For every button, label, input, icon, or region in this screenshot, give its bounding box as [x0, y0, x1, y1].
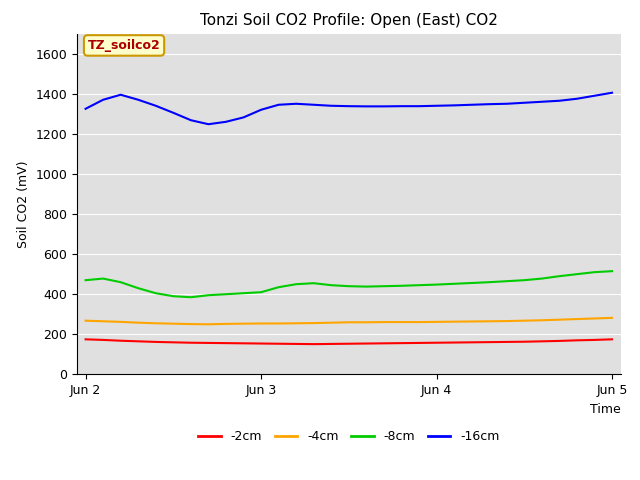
Legend: -2cm, -4cm, -8cm, -16cm: -2cm, -4cm, -8cm, -16cm — [193, 425, 504, 448]
Y-axis label: Soil CO2 (mV): Soil CO2 (mV) — [17, 160, 29, 248]
Text: TZ_soilco2: TZ_soilco2 — [88, 39, 161, 52]
X-axis label: Time: Time — [590, 403, 621, 416]
Title: Tonzi Soil CO2 Profile: Open (East) CO2: Tonzi Soil CO2 Profile: Open (East) CO2 — [200, 13, 498, 28]
